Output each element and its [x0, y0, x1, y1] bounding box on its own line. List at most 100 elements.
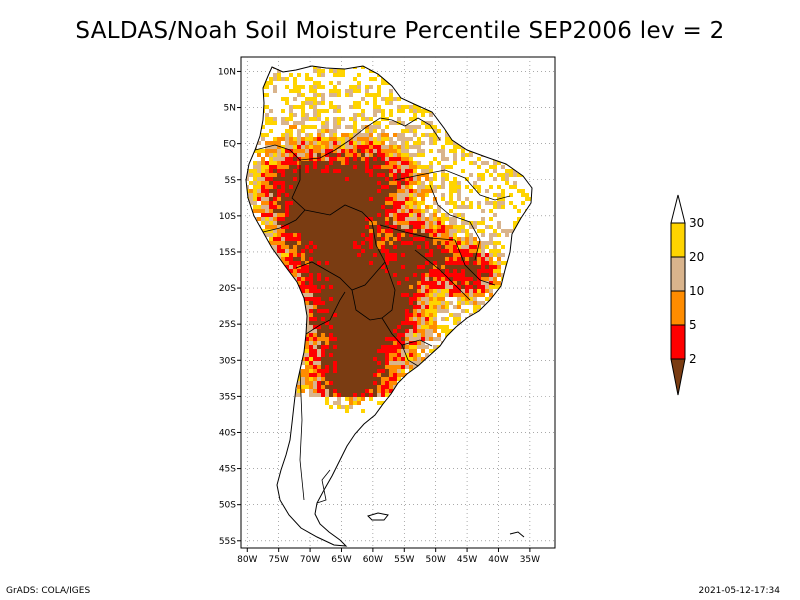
moisture-cell: [413, 213, 417, 217]
moisture-cell: [313, 125, 317, 129]
moisture-cell: [421, 317, 425, 321]
moisture-cell: [437, 185, 441, 189]
moisture-cell: [469, 253, 473, 257]
moisture-cell: [473, 289, 477, 293]
moisture-cell: [273, 153, 277, 157]
moisture-cell: [309, 169, 313, 173]
moisture-cell: [509, 229, 513, 233]
moisture-cell: [493, 273, 497, 277]
moisture-cell: [421, 289, 425, 293]
moisture-cell: [305, 281, 309, 285]
moisture-cell: [329, 269, 333, 273]
moisture-cell: [421, 265, 425, 269]
moisture-cell: [313, 353, 317, 357]
moisture-cell: [361, 277, 365, 281]
moisture-cell: [297, 141, 301, 145]
moisture-cell: [309, 285, 313, 289]
moisture-cell: [425, 273, 429, 277]
moisture-cell: [473, 261, 477, 265]
moisture-cell: [373, 177, 377, 181]
moisture-cell: [353, 281, 357, 285]
moisture-cell: [493, 193, 497, 197]
moisture-cell: [365, 169, 369, 173]
moisture-cell: [385, 169, 389, 173]
moisture-cell: [341, 141, 345, 145]
moisture-cell: [317, 225, 321, 229]
moisture-cell: [353, 117, 357, 121]
moisture-cell: [461, 153, 465, 157]
moisture-cell: [285, 85, 289, 89]
moisture-cell: [393, 145, 397, 149]
moisture-cell: [293, 173, 297, 177]
moisture-cell: [285, 101, 289, 105]
moisture-cell: [397, 173, 401, 177]
moisture-cell: [401, 145, 405, 149]
moisture-cell: [305, 325, 309, 329]
moisture-cell: [317, 69, 321, 73]
moisture-cell: [353, 401, 357, 405]
moisture-cell: [349, 165, 353, 169]
moisture-cell: [341, 229, 345, 233]
moisture-cell: [389, 153, 393, 157]
moisture-cell: [317, 177, 321, 181]
moisture-cell: [349, 397, 353, 401]
moisture-cell: [501, 261, 505, 265]
moisture-cell: [333, 325, 337, 329]
moisture-cell: [341, 137, 345, 141]
moisture-cell: [465, 249, 469, 253]
moisture-cell: [305, 365, 309, 369]
moisture-cell: [401, 129, 405, 133]
moisture-cell: [437, 305, 441, 309]
moisture-cell: [341, 117, 345, 121]
moisture-cell: [317, 261, 321, 265]
moisture-cell: [381, 369, 385, 373]
moisture-cell: [305, 385, 309, 389]
moisture-cell: [393, 185, 397, 189]
moisture-cell: [357, 145, 361, 149]
moisture-cell: [473, 161, 477, 165]
moisture-cell: [333, 265, 337, 269]
moisture-cell: [377, 365, 381, 369]
moisture-cell: [257, 149, 261, 153]
moisture-cell: [397, 149, 401, 153]
moisture-cell: [373, 205, 377, 209]
moisture-cell: [325, 161, 329, 165]
moisture-cell: [397, 297, 401, 301]
moisture-cell: [273, 169, 277, 173]
moisture-cell: [325, 321, 329, 325]
moisture-cell: [305, 345, 309, 349]
moisture-cell: [361, 361, 365, 365]
moisture-cell: [397, 341, 401, 345]
moisture-cell: [461, 221, 465, 225]
moisture-cell: [365, 341, 369, 345]
moisture-cell: [313, 221, 317, 225]
moisture-cell: [337, 333, 341, 337]
moisture-cell: [381, 209, 385, 213]
moisture-cell: [325, 157, 329, 161]
moisture-cell: [481, 273, 485, 277]
moisture-cell: [389, 165, 393, 169]
moisture-cell: [325, 129, 329, 133]
moisture-cell: [305, 245, 309, 249]
moisture-cell: [269, 217, 273, 221]
moisture-cell: [301, 205, 305, 209]
moisture-cell: [309, 357, 313, 361]
moisture-cell: [349, 209, 353, 213]
moisture-cell: [373, 165, 377, 169]
moisture-cell: [313, 89, 317, 93]
moisture-cell: [289, 141, 293, 145]
moisture-cell: [381, 109, 385, 113]
moisture-cell: [321, 385, 325, 389]
moisture-cell: [277, 157, 281, 161]
moisture-cell: [349, 249, 353, 253]
moisture-cell: [317, 393, 321, 397]
moisture-cell: [489, 277, 493, 281]
moisture-cell: [413, 317, 417, 321]
moisture-cell: [305, 97, 309, 101]
moisture-cell: [509, 201, 513, 205]
moisture-cell: [413, 293, 417, 297]
moisture-cell: [413, 245, 417, 249]
moisture-cell: [413, 173, 417, 177]
moisture-cell: [489, 281, 493, 285]
moisture-cell: [273, 245, 277, 249]
